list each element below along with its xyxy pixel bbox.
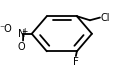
Text: N: N xyxy=(18,29,25,39)
Text: O: O xyxy=(17,42,25,52)
Text: +: + xyxy=(21,27,27,36)
Text: Cl: Cl xyxy=(100,13,110,23)
Text: F: F xyxy=(73,57,79,67)
Text: ⁻O: ⁻O xyxy=(0,24,12,34)
